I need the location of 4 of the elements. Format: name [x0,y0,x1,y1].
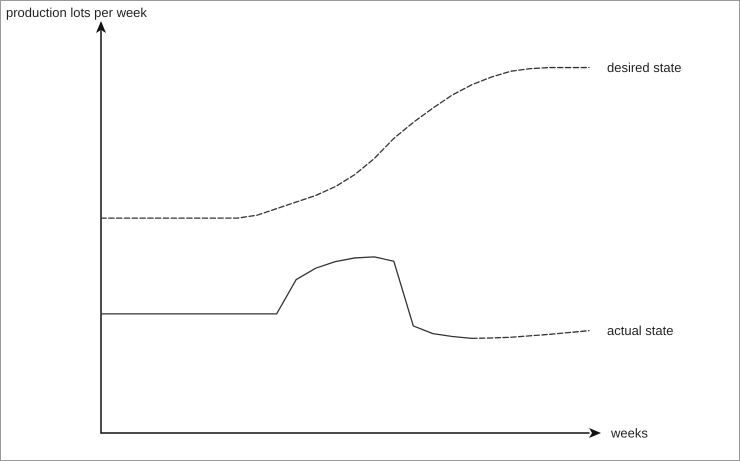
x-axis-title: weeks [610,426,648,440]
y-axis-title: production lots per week [6,5,148,20]
series-label: desired state [607,60,682,76]
series-label: actual state [607,323,674,338]
